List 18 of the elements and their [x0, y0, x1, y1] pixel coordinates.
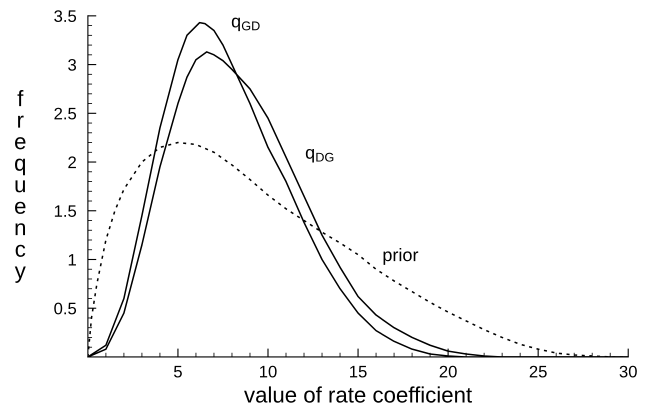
- y-tick-label: 1.5: [54, 205, 76, 217]
- text: frequency: [14, 90, 26, 283]
- y-tick-label: 1: [68, 254, 76, 266]
- y-tick-label: 0.5: [54, 302, 76, 314]
- series-label: prior: [384, 248, 418, 265]
- y-tick-label: 3: [68, 58, 76, 71]
- x-tick-label: 5: [174, 366, 182, 378]
- series-label: q$_{DG}$: [306, 148, 334, 162]
- x-tick-label: 20: [440, 366, 457, 378]
- y-tick-label: 2.5: [54, 108, 76, 120]
- x-tick-label: 10: [260, 366, 277, 378]
- y-tick-label: 3.5: [54, 10, 76, 22]
- x-tick-label: 25: [530, 366, 547, 378]
- x-tick-label: 30: [620, 366, 637, 378]
- series-label: q$_{GD}$: [232, 18, 260, 32]
- x-axis-title: value of rate coefficient: [244, 386, 472, 403]
- x-tick-label: 15: [350, 366, 367, 378]
- y-tick-label: 2: [68, 156, 76, 168]
